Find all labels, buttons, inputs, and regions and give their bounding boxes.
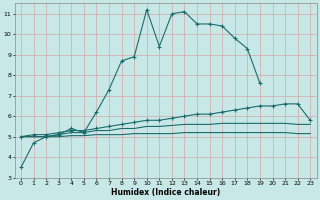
X-axis label: Humidex (Indice chaleur): Humidex (Indice chaleur) [111,188,220,197]
